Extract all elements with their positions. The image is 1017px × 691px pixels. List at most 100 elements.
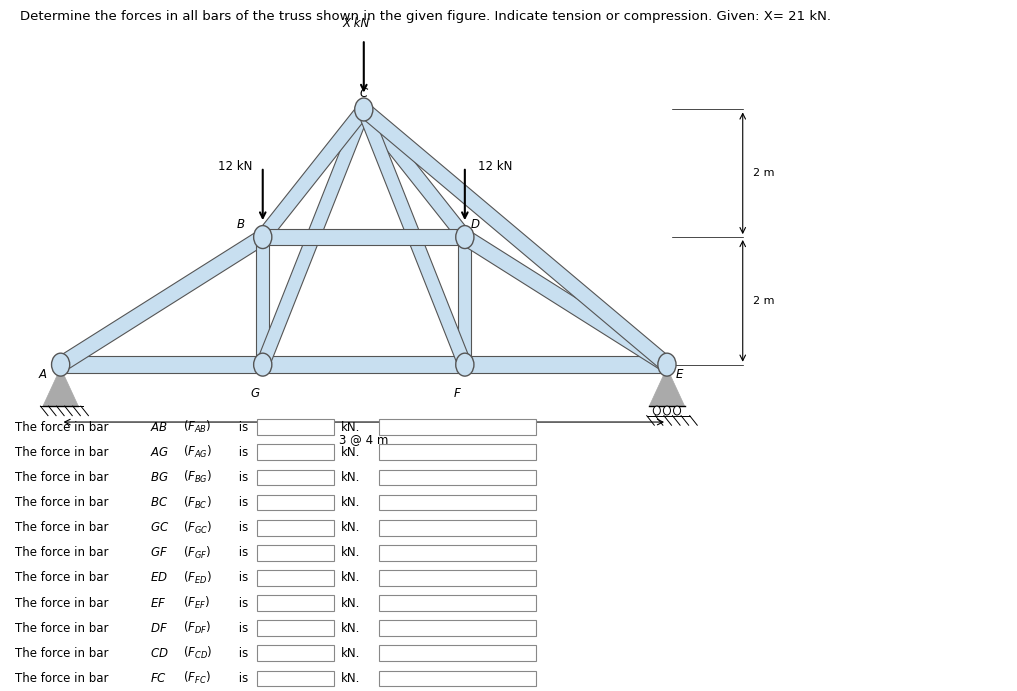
Text: is: is: [235, 446, 248, 459]
Text: $(F_{AG})$: $(F_{AG})$: [183, 444, 213, 460]
Text: $(F_{FC})$: $(F_{FC})$: [183, 670, 211, 686]
Text: $(F_{GF})$: $(F_{GF})$: [183, 545, 212, 561]
Text: is: is: [235, 596, 248, 609]
Text: X kN: X kN: [343, 17, 370, 30]
Polygon shape: [58, 229, 265, 372]
Text: The force in bar: The force in bar: [15, 496, 112, 509]
Text: is: is: [235, 622, 248, 634]
Text: kN.: kN.: [341, 571, 360, 585]
Text: ∨: ∨: [520, 674, 527, 683]
Polygon shape: [465, 357, 667, 373]
Text: $(F_{GC})$: $(F_{GC})$: [183, 520, 213, 536]
Text: ∨: ∨: [520, 473, 527, 482]
FancyBboxPatch shape: [379, 670, 536, 686]
Text: kN.: kN.: [341, 446, 360, 459]
Text: kN.: kN.: [341, 647, 360, 660]
Text: 3 @ 4 m: 3 @ 4 m: [339, 433, 388, 446]
FancyBboxPatch shape: [379, 495, 536, 511]
Text: $B$: $B$: [236, 218, 245, 231]
Text: (Click to select): (Click to select): [386, 648, 468, 659]
Text: 12 kN: 12 kN: [478, 160, 513, 173]
Polygon shape: [262, 357, 465, 373]
Circle shape: [253, 225, 272, 249]
Text: is: is: [235, 421, 248, 434]
FancyBboxPatch shape: [379, 444, 536, 460]
FancyBboxPatch shape: [379, 545, 536, 560]
FancyBboxPatch shape: [257, 495, 334, 511]
Text: kN.: kN.: [341, 547, 360, 559]
Text: kN.: kN.: [341, 421, 360, 434]
Text: is: is: [235, 547, 248, 559]
Text: is: is: [235, 647, 248, 660]
Text: $G$: $G$: [250, 387, 260, 400]
Text: The force in bar: The force in bar: [15, 672, 112, 685]
Text: kN.: kN.: [341, 471, 360, 484]
Circle shape: [253, 353, 272, 376]
Text: $\it{ED}$: $\it{ED}$: [149, 571, 168, 585]
FancyBboxPatch shape: [379, 570, 536, 586]
Circle shape: [355, 98, 373, 121]
Text: kN.: kN.: [341, 496, 360, 509]
Text: 2 m: 2 m: [753, 169, 774, 178]
Text: (Click to select): (Click to select): [386, 598, 468, 608]
Text: The force in bar: The force in bar: [15, 446, 112, 459]
Polygon shape: [61, 357, 262, 373]
Text: The force in bar: The force in bar: [15, 622, 112, 634]
Text: $(F_{ED})$: $(F_{ED})$: [183, 570, 212, 586]
Text: The force in bar: The force in bar: [15, 596, 112, 609]
Circle shape: [456, 353, 474, 376]
Polygon shape: [256, 237, 270, 365]
Polygon shape: [459, 237, 472, 365]
Text: The force in bar: The force in bar: [15, 571, 112, 585]
Circle shape: [456, 225, 474, 249]
Text: $\it{BG}$: $\it{BG}$: [149, 471, 169, 484]
FancyBboxPatch shape: [379, 469, 536, 485]
Polygon shape: [360, 102, 670, 372]
Text: (Click to select): (Click to select): [386, 674, 468, 683]
FancyBboxPatch shape: [257, 595, 334, 611]
FancyBboxPatch shape: [257, 545, 334, 560]
Text: The force in bar: The force in bar: [15, 421, 112, 434]
Text: (Click to select): (Click to select): [386, 522, 468, 533]
Text: $\it{FC}$: $\it{FC}$: [149, 672, 167, 685]
Text: kN.: kN.: [341, 521, 360, 534]
FancyBboxPatch shape: [257, 621, 334, 636]
Circle shape: [52, 353, 70, 376]
Text: (Click to select): (Click to select): [386, 498, 468, 508]
Text: Determine the forces in all bars of the truss shown in the given figure. Indicat: Determine the forces in all bars of the …: [20, 10, 831, 23]
FancyBboxPatch shape: [257, 670, 334, 686]
FancyBboxPatch shape: [379, 595, 536, 611]
Text: The force in bar: The force in bar: [15, 547, 112, 559]
Text: $(F_{DF})$: $(F_{DF})$: [183, 620, 212, 636]
Text: is: is: [235, 496, 248, 509]
Text: ∨: ∨: [520, 648, 527, 659]
Text: ∨: ∨: [520, 522, 527, 533]
Text: (Click to select): (Click to select): [386, 573, 468, 583]
Text: ∨: ∨: [520, 422, 527, 432]
Text: kN.: kN.: [341, 596, 360, 609]
Text: is: is: [235, 571, 248, 585]
FancyBboxPatch shape: [257, 570, 334, 586]
Text: The force in bar: The force in bar: [15, 647, 112, 660]
Polygon shape: [262, 229, 465, 245]
Circle shape: [653, 406, 660, 415]
Text: $D$: $D$: [470, 218, 480, 231]
Text: $\it{GC}$: $\it{GC}$: [149, 521, 169, 534]
FancyBboxPatch shape: [257, 444, 334, 460]
Text: $(F_{BG})$: $(F_{BG})$: [183, 469, 213, 486]
Text: ∨: ∨: [520, 447, 527, 457]
FancyBboxPatch shape: [379, 621, 536, 636]
Text: $E$: $E$: [674, 368, 683, 381]
Text: $(F_{CD})$: $(F_{CD})$: [183, 645, 213, 661]
Circle shape: [658, 353, 676, 376]
Polygon shape: [43, 368, 78, 406]
Text: (Click to select): (Click to select): [386, 422, 468, 432]
Text: (Click to select): (Click to select): [386, 447, 468, 457]
Text: is: is: [235, 521, 248, 534]
Text: The force in bar: The force in bar: [15, 521, 112, 534]
Text: $\it{AG}$: $\it{AG}$: [149, 446, 169, 459]
Text: $\it{BC}$: $\it{BC}$: [149, 496, 168, 509]
Text: $\it{AB}$: $\it{AB}$: [149, 421, 168, 434]
Circle shape: [663, 406, 670, 415]
Text: $\it{DF}$: $\it{DF}$: [149, 622, 168, 634]
